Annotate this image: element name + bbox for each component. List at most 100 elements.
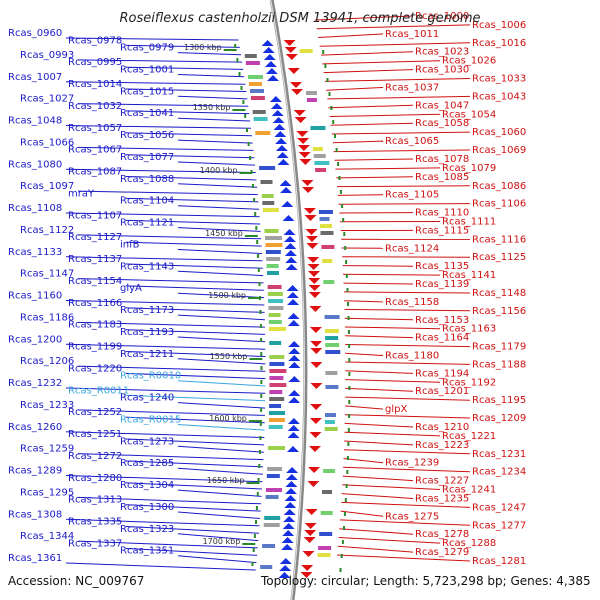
gene-label-right-rcas-1086: Rcas_1086 (472, 181, 526, 192)
gene-arrow-forward (281, 201, 294, 207)
gene-label-right-rcas-1163: Rcas_1163 (442, 324, 496, 335)
gene-label-left-mray: mraY (68, 188, 95, 199)
gene-feature-bar (324, 315, 340, 319)
gene-label-right-rcas-1006: Rcas_1006 (472, 20, 526, 31)
gene-label-right-rcas-1135: Rcas_1135 (415, 261, 469, 272)
leader-line (345, 335, 414, 339)
gene-arrow-forward (274, 131, 287, 137)
gene-arrow-reverse (310, 348, 323, 354)
gene-arrow-forward (288, 355, 301, 361)
leader-line (344, 440, 414, 446)
tick-dot (255, 520, 257, 524)
tick-dot (257, 268, 260, 272)
gene-label-left-rcas-1220: Rcas_1220 (68, 363, 122, 374)
gene-feature-bar (263, 523, 280, 527)
gene-label-left-rcas-1041: Rcas_1041 (120, 108, 174, 119)
tick-dot (260, 366, 263, 370)
tick-dot (254, 212, 257, 216)
tick-dot (348, 372, 351, 376)
gene-label-left-rcas-1077: Rcas_1077 (120, 152, 174, 163)
leader-line (125, 526, 259, 534)
leader-line (125, 154, 255, 159)
tick-dot (256, 492, 259, 496)
leader-line (77, 190, 258, 196)
gene-label-right-rcas-1148: Rcas_1148 (472, 288, 526, 299)
gene-label-left-rcas-1280: Rcas_1280 (68, 473, 122, 484)
leader-line (315, 15, 414, 21)
gene-label-right-rcas-1192: Rcas_1192 (442, 377, 496, 388)
tick-dot (258, 282, 261, 286)
gene-arrow-forward (285, 264, 298, 270)
leader-line (65, 256, 263, 262)
gene-arrow-reverse (307, 257, 320, 263)
leader-line (342, 484, 441, 490)
tick-dot (340, 554, 343, 558)
gene-label-left-rcas-1295: Rcas_1295 (20, 487, 74, 498)
leader-line (77, 321, 265, 328)
gene-arrow-forward (288, 390, 301, 396)
leader-line (177, 292, 265, 299)
gene-feature-bar (244, 54, 257, 58)
topology-label: Topology: circular; Length: 5,723,298 bp… (260, 574, 591, 588)
gene-label-right-rcas-1110: Rcas_1110 (415, 208, 469, 219)
gene-feature-bar (266, 488, 282, 492)
gene-label-right-rcas-1164: Rcas_1164 (415, 333, 469, 344)
gene-label-left-rcas-1015: Rcas_1015 (120, 86, 174, 97)
gene-label-right-rcas-1030: Rcas_1030 (415, 65, 469, 76)
kbp-marker-1700-kbp: 1700 kbp (203, 537, 241, 546)
gene-arrow-forward (282, 215, 295, 221)
gene-feature-bar (260, 180, 273, 184)
leader-line (125, 504, 261, 512)
tick-dot (344, 498, 347, 502)
gene-arrow-reverse (290, 82, 302, 88)
gene-label-right-rcas-1247: Rcas_1247 (472, 502, 526, 513)
tick-dot (251, 184, 254, 188)
gene-arrow-forward (285, 488, 297, 494)
gene-feature-bar (269, 390, 283, 394)
kbp-marker-1550-kbp: 1550 kbp (210, 352, 248, 361)
leader-line (338, 203, 471, 205)
gene-arrow-forward (279, 180, 292, 186)
gene-arrow-reverse (283, 40, 296, 46)
gene-feature-bar (252, 110, 266, 114)
gene-feature-bar (245, 61, 260, 65)
gene-arrow-reverse (302, 551, 315, 557)
gene-label-right-rcas-1033: Rcas_1033 (472, 74, 526, 85)
gene-feature-bar (269, 355, 285, 359)
gene-feature-bar (268, 306, 284, 310)
leader-line (338, 537, 441, 544)
tick-dot (341, 204, 344, 208)
gene-arrow-forward (287, 313, 300, 319)
gene-label-left-rcas-1337: Rcas_1337 (68, 538, 122, 549)
gene-label-left-rcas-1200: Rcas_1200 (8, 334, 62, 345)
leader-line (125, 416, 265, 424)
gene-feature-bar (321, 245, 335, 249)
leader-line (65, 81, 246, 85)
kbp-marker-1450-kbp: 1450 kbp (205, 229, 243, 238)
gene-arrow-reverse (309, 418, 322, 424)
leader-line (125, 88, 247, 92)
leader-line (125, 132, 252, 137)
gene-arrow-forward (288, 348, 301, 354)
gene-feature-bar (262, 201, 275, 205)
gene-feature-bar (323, 469, 336, 473)
gene-label-right-rcas-1060: Rcas_1060 (472, 127, 526, 138)
gene-arrow-forward (275, 145, 288, 151)
gene-label-left-rcas-1104: Rcas_1104 (120, 196, 174, 207)
gene-label-right-rcas-1016: Rcas_1016 (472, 38, 526, 49)
gene-arrow-forward (278, 572, 291, 578)
gene-label-left-rcas-1252: Rcas_1252 (68, 407, 122, 418)
gene-label-right-rcas-1209: Rcas_1209 (472, 413, 526, 424)
tick-dot (257, 478, 260, 482)
gene-feature-bar (325, 350, 341, 354)
leader-line (344, 326, 441, 330)
leader-line (343, 449, 471, 455)
tick-dot (346, 456, 349, 460)
gene-label-right-rcas-1124: Rcas_1124 (385, 243, 439, 254)
leader-line (77, 234, 262, 240)
leader-line (343, 291, 471, 294)
gene-arrow-reverse (299, 159, 312, 165)
tick-dot (255, 226, 258, 230)
gene-arrow-reverse (291, 89, 303, 95)
gene-label-right-rcas-1201: Rcas_1201 (415, 386, 469, 397)
